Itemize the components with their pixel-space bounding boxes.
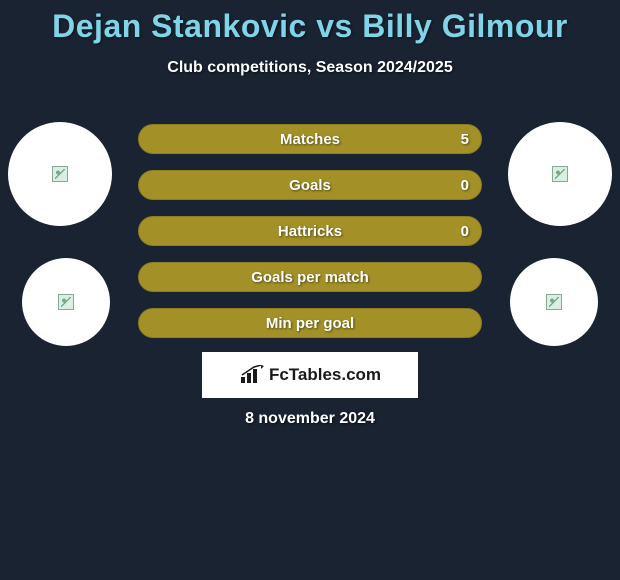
placeholder-image-icon [58,294,74,310]
player1-avatar [8,122,112,226]
subtitle: Club competitions, Season 2024/2025 [0,59,620,77]
chart-icon [239,365,265,385]
page-title: Dejan Stankovic vs Billy Gilmour [0,0,620,45]
stat-bar-goals-per-match: Goals per match [138,262,482,292]
stat-bar-goals: Goals 0 [138,170,482,200]
stat-value: 0 [461,177,469,194]
stat-label: Min per goal [266,315,354,332]
stat-bar-min-per-goal: Min per goal [138,308,482,338]
stat-label: Goals [289,177,331,194]
stat-label: Matches [280,131,340,148]
placeholder-image-icon [552,166,568,182]
stats-container: Matches 5 Goals 0 Hattricks 0 Goals per … [138,124,482,354]
date-text: 8 november 2024 [0,410,620,428]
logo-text: FcTables.com [269,365,381,385]
placeholder-image-icon [546,294,562,310]
stat-value: 5 [461,131,469,148]
stat-bar-hattricks: Hattricks 0 [138,216,482,246]
stat-bar-matches: Matches 5 [138,124,482,154]
club2-avatar [510,258,598,346]
placeholder-image-icon [52,166,68,182]
stat-value: 0 [461,223,469,240]
club1-avatar [22,258,110,346]
stat-label: Hattricks [278,223,342,240]
player2-avatar [508,122,612,226]
source-logo: FcTables.com [202,352,418,398]
stat-label: Goals per match [251,269,369,286]
